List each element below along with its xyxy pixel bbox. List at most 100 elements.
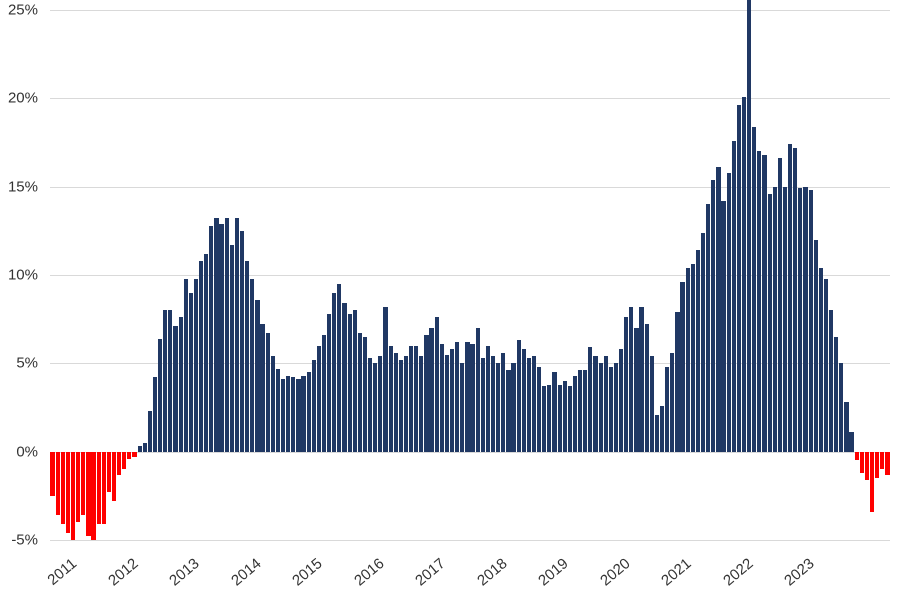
bar xyxy=(122,452,126,470)
bar xyxy=(209,226,213,452)
bar xyxy=(501,353,505,452)
bar xyxy=(445,355,449,452)
bar xyxy=(404,356,408,451)
bar xyxy=(778,158,782,451)
bar xyxy=(373,363,377,451)
bar xyxy=(271,356,275,451)
bar xyxy=(348,314,352,452)
bar xyxy=(276,369,280,452)
bar xyxy=(711,180,715,452)
bar xyxy=(680,282,684,452)
bar xyxy=(532,356,536,451)
bar xyxy=(189,293,193,452)
bar xyxy=(860,452,864,473)
bar xyxy=(639,307,643,452)
bar xyxy=(184,279,188,452)
bar xyxy=(214,218,218,451)
bar xyxy=(629,307,633,452)
bar xyxy=(855,452,859,461)
bar xyxy=(706,204,710,451)
y-tick-label: 5% xyxy=(16,355,38,372)
bar xyxy=(240,231,244,452)
bar xyxy=(435,317,439,451)
bar xyxy=(301,376,305,452)
bar xyxy=(219,224,223,452)
y-tick-label: 0% xyxy=(16,443,38,460)
bar xyxy=(450,349,454,451)
bar xyxy=(624,317,628,451)
bar xyxy=(865,452,869,480)
bar xyxy=(409,346,413,452)
bar xyxy=(168,310,172,451)
x-tick-label: 2015 xyxy=(290,555,326,589)
bar xyxy=(199,261,203,452)
bar xyxy=(609,367,613,452)
bar xyxy=(803,187,807,452)
bar xyxy=(573,376,577,452)
bar xyxy=(793,148,797,452)
bar xyxy=(481,358,485,452)
bar xyxy=(368,358,372,452)
bar xyxy=(701,233,705,452)
gridline xyxy=(50,540,890,541)
bar xyxy=(588,347,592,451)
bar xyxy=(834,337,838,452)
bar xyxy=(163,310,167,451)
bar xyxy=(885,452,889,475)
bar xyxy=(742,97,746,452)
plot-area xyxy=(50,10,890,540)
bar xyxy=(363,337,367,452)
y-tick-label: 25% xyxy=(8,2,38,19)
y-tick-label: -5% xyxy=(11,532,38,549)
bar xyxy=(61,452,65,524)
bar xyxy=(235,218,239,451)
bar xyxy=(383,307,387,452)
x-tick-label: 2021 xyxy=(658,555,694,589)
bar xyxy=(148,411,152,452)
bar xyxy=(839,363,843,451)
bar xyxy=(322,335,326,452)
bar xyxy=(768,194,772,452)
bar xyxy=(547,385,551,452)
bar xyxy=(327,314,331,452)
bar xyxy=(593,356,597,451)
bar xyxy=(342,303,346,451)
bar xyxy=(312,360,316,452)
bar xyxy=(71,452,75,540)
bar xyxy=(358,333,362,451)
bar xyxy=(291,377,295,451)
bar xyxy=(829,310,833,451)
bar xyxy=(225,218,229,451)
bar xyxy=(727,173,731,452)
bar xyxy=(650,356,654,451)
x-tick-label: 2022 xyxy=(720,555,756,589)
chart-container: -5%0%5%10%15%20%25% 20112012201320142015… xyxy=(0,0,900,600)
bar xyxy=(634,328,638,452)
bar xyxy=(66,452,70,533)
x-tick-label: 2011 xyxy=(44,555,80,589)
bar xyxy=(527,358,531,452)
bar xyxy=(307,372,311,452)
bar xyxy=(788,144,792,451)
bar xyxy=(179,317,183,451)
bar xyxy=(578,370,582,451)
bar xyxy=(783,187,787,452)
bar xyxy=(762,155,766,452)
bar xyxy=(260,324,264,451)
bar xyxy=(332,293,336,452)
bar xyxy=(809,190,813,451)
bar xyxy=(558,385,562,452)
bar xyxy=(491,356,495,451)
bar xyxy=(81,452,85,516)
bar xyxy=(844,402,848,451)
bar xyxy=(604,356,608,451)
bar xyxy=(747,0,751,452)
bar xyxy=(460,363,464,451)
y-tick-label: 20% xyxy=(8,90,38,107)
bar xyxy=(194,279,198,452)
bar xyxy=(127,452,131,459)
bar xyxy=(486,346,490,452)
bar xyxy=(245,261,249,452)
bar xyxy=(737,105,741,451)
x-tick-label: 2012 xyxy=(105,555,141,589)
